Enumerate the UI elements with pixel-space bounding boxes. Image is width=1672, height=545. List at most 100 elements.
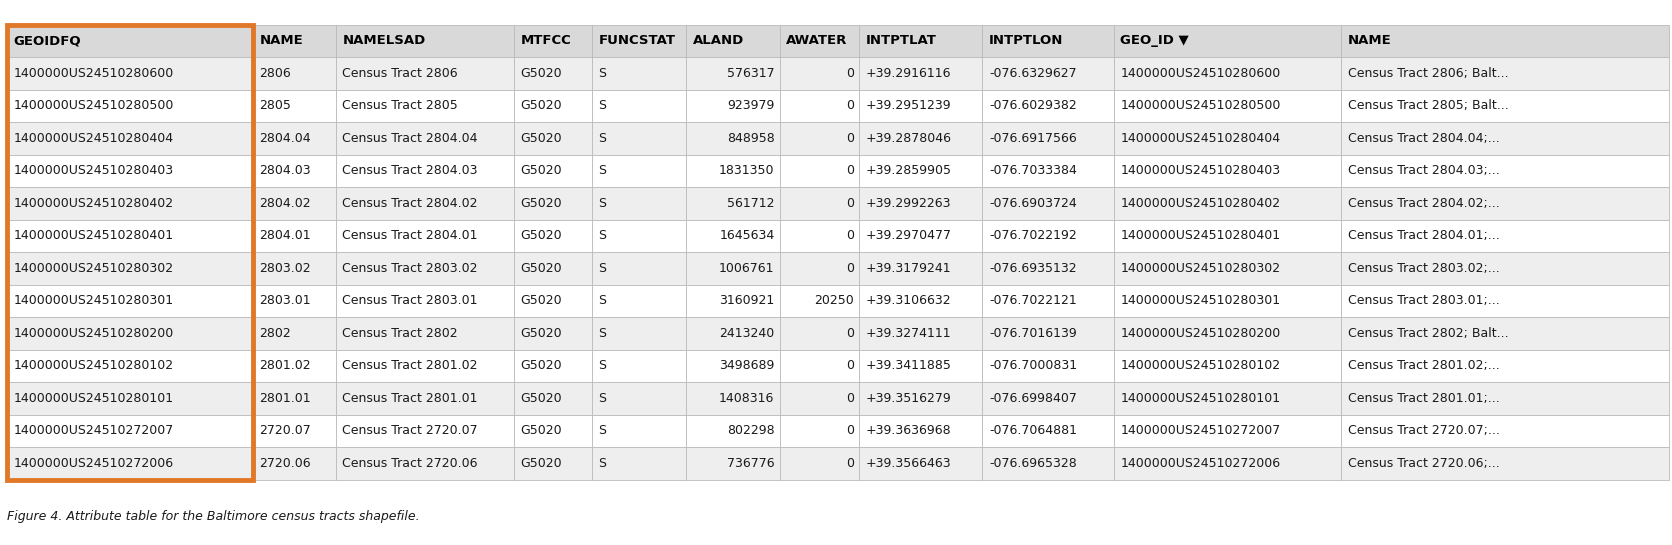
Bar <box>252 122 336 155</box>
Bar <box>592 25 687 57</box>
Bar <box>592 349 687 382</box>
Text: 3498689: 3498689 <box>719 359 774 372</box>
Bar <box>7 25 252 480</box>
Text: Census Tract 2804.03;...: Census Tract 2804.03;... <box>1348 164 1500 177</box>
Bar <box>592 447 687 480</box>
Text: 848958: 848958 <box>727 132 774 145</box>
Bar <box>779 57 859 89</box>
Text: 1400000US24510280302: 1400000US24510280302 <box>13 262 174 275</box>
Text: S: S <box>599 99 607 112</box>
Text: G5020: G5020 <box>520 229 562 243</box>
Bar <box>981 382 1114 415</box>
Text: S: S <box>599 457 607 470</box>
Text: +39.2916116: +39.2916116 <box>866 67 951 80</box>
Bar <box>779 382 859 415</box>
Bar <box>592 187 687 220</box>
Text: +39.2951239: +39.2951239 <box>866 99 951 112</box>
Text: 802298: 802298 <box>727 425 774 437</box>
Bar <box>859 284 981 317</box>
Text: 1400000US24510280403: 1400000US24510280403 <box>1120 164 1281 177</box>
Text: 2804.04: 2804.04 <box>259 132 311 145</box>
Bar <box>513 447 592 480</box>
Text: S: S <box>599 229 607 243</box>
Text: +39.3179241: +39.3179241 <box>866 262 951 275</box>
Bar <box>859 89 981 122</box>
Bar <box>859 57 981 89</box>
Text: 1400000US24510280200: 1400000US24510280200 <box>13 327 174 340</box>
Text: 1400000US24510280102: 1400000US24510280102 <box>13 359 174 372</box>
Text: 1400000US24510280402: 1400000US24510280402 <box>1120 197 1281 210</box>
Bar <box>252 89 336 122</box>
Text: G5020: G5020 <box>520 197 562 210</box>
Bar <box>1114 284 1341 317</box>
Text: Census Tract 2720.06;...: Census Tract 2720.06;... <box>1348 457 1500 470</box>
Text: Census Tract 2801.02: Census Tract 2801.02 <box>343 359 478 372</box>
Bar <box>981 155 1114 187</box>
Text: INTPTLAT: INTPTLAT <box>866 34 936 47</box>
Bar <box>513 284 592 317</box>
Bar <box>779 187 859 220</box>
Text: Census Tract 2801.02;...: Census Tract 2801.02;... <box>1348 359 1500 372</box>
Bar <box>1341 25 1669 57</box>
Bar <box>859 252 981 284</box>
Bar <box>1114 57 1341 89</box>
Text: 2804.03: 2804.03 <box>259 164 311 177</box>
Bar <box>687 447 779 480</box>
Text: Census Tract 2804.04;...: Census Tract 2804.04;... <box>1348 132 1500 145</box>
Text: -076.7022192: -076.7022192 <box>988 229 1077 243</box>
Bar <box>513 252 592 284</box>
Bar <box>7 382 252 415</box>
Bar <box>859 155 981 187</box>
Text: 0: 0 <box>846 99 854 112</box>
Text: Census Tract 2802; Balt...: Census Tract 2802; Balt... <box>1348 327 1508 340</box>
Bar <box>1341 57 1669 89</box>
Bar <box>981 252 1114 284</box>
Bar <box>687 89 779 122</box>
Text: 0: 0 <box>846 457 854 470</box>
Text: Census Tract 2804.02;...: Census Tract 2804.02;... <box>1348 197 1500 210</box>
Bar <box>1114 220 1341 252</box>
Text: 1400000US24510280402: 1400000US24510280402 <box>13 197 174 210</box>
Text: S: S <box>599 425 607 437</box>
Bar <box>687 25 779 57</box>
Bar <box>252 187 336 220</box>
Bar <box>336 155 513 187</box>
Bar <box>336 187 513 220</box>
Text: GEO_ID ▼: GEO_ID ▼ <box>1120 34 1189 47</box>
Bar <box>336 252 513 284</box>
Bar <box>779 89 859 122</box>
Bar <box>513 57 592 89</box>
Text: 1400000US24510280302: 1400000US24510280302 <box>1120 262 1281 275</box>
Bar <box>687 155 779 187</box>
Bar <box>1114 317 1341 349</box>
Text: +39.2992263: +39.2992263 <box>866 197 951 210</box>
Text: -076.6903724: -076.6903724 <box>988 197 1077 210</box>
Bar <box>7 220 252 252</box>
Bar <box>592 382 687 415</box>
Text: 1400000US24510280500: 1400000US24510280500 <box>13 99 174 112</box>
Text: INTPTLON: INTPTLON <box>988 34 1063 47</box>
Text: S: S <box>599 294 607 307</box>
Bar <box>981 220 1114 252</box>
Text: 1400000US24510280600: 1400000US24510280600 <box>13 67 174 80</box>
Text: +39.3274111: +39.3274111 <box>866 327 951 340</box>
Bar <box>687 220 779 252</box>
Bar <box>1341 122 1669 155</box>
Text: 1400000US24510280101: 1400000US24510280101 <box>13 392 174 405</box>
Text: 1400000US24510280102: 1400000US24510280102 <box>1120 359 1281 372</box>
Text: 1645634: 1645634 <box>719 229 774 243</box>
Bar <box>1114 415 1341 447</box>
Bar <box>336 25 513 57</box>
Bar <box>252 57 336 89</box>
Bar <box>779 284 859 317</box>
Text: 1400000US24510280404: 1400000US24510280404 <box>1120 132 1281 145</box>
Bar <box>859 25 981 57</box>
Bar <box>1114 122 1341 155</box>
Bar <box>7 25 252 57</box>
Bar <box>7 447 252 480</box>
Bar <box>981 187 1114 220</box>
Bar <box>513 415 592 447</box>
Text: +39.2970477: +39.2970477 <box>866 229 951 243</box>
Text: Census Tract 2804.02: Census Tract 2804.02 <box>343 197 478 210</box>
Bar <box>7 155 252 187</box>
